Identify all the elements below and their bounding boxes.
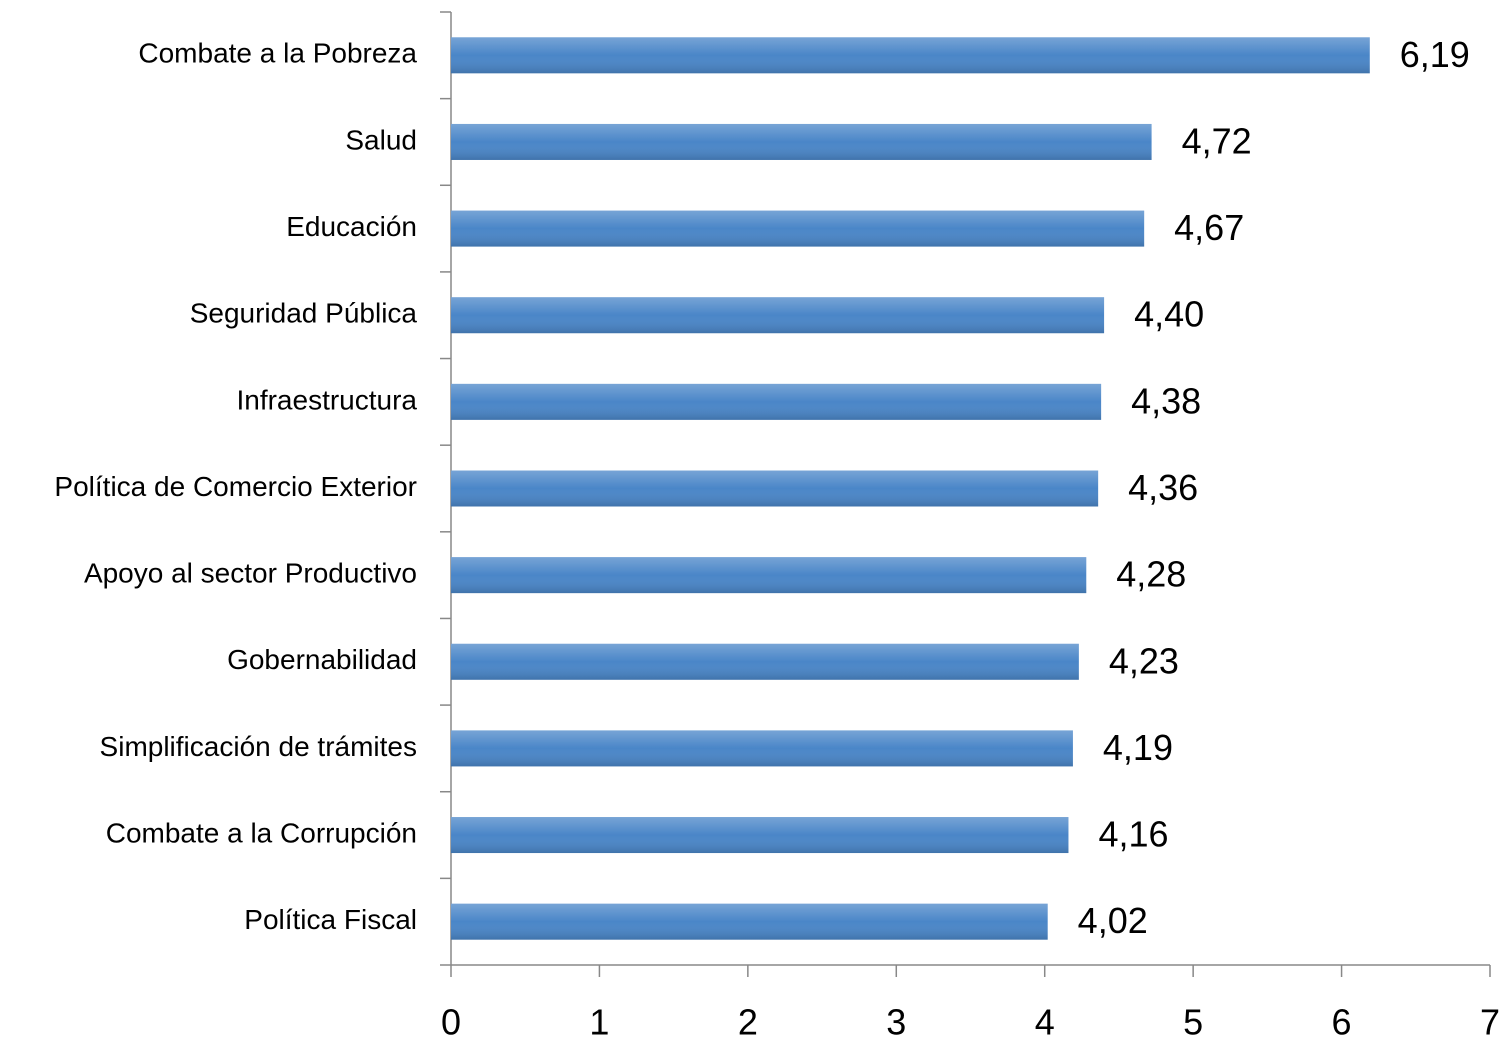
category-label: Educación (286, 211, 417, 242)
value-label: 4,28 (1116, 554, 1186, 595)
x-tick-label: 1 (589, 1002, 609, 1041)
bar-shade (451, 643, 1079, 680)
x-tick-label: 0 (441, 1002, 461, 1041)
category-label: Simplificación de trámites (100, 731, 417, 762)
value-label: 4,16 (1098, 814, 1168, 855)
value-label: 4,19 (1103, 727, 1173, 768)
bar-shade (451, 123, 1152, 160)
value-label: 4,38 (1131, 380, 1201, 421)
category-label: Apoyo al sector Productivo (84, 558, 417, 589)
bar-shade (451, 297, 1105, 334)
value-label: 6,19 (1400, 34, 1470, 75)
x-tick-label: 5 (1183, 1002, 1203, 1041)
bar-shade (451, 37, 1370, 74)
x-tick-label: 2 (738, 1002, 758, 1041)
value-label: 4,02 (1078, 900, 1148, 941)
value-label: 4,23 (1109, 640, 1179, 681)
bar-shade (451, 817, 1069, 854)
x-tick-label: 6 (1332, 1002, 1352, 1041)
value-label: 4,72 (1182, 120, 1252, 161)
category-label: Política de Comercio Exterior (54, 471, 417, 502)
bar-shade (451, 470, 1099, 507)
value-label: 4,40 (1134, 294, 1204, 335)
category-label: Salud (345, 124, 417, 155)
bar-shade (451, 557, 1087, 594)
value-label: 4,67 (1174, 207, 1244, 248)
x-tick-label: 4 (1035, 1002, 1055, 1041)
bar-shade (451, 730, 1073, 767)
category-label: Gobernabilidad (227, 644, 417, 675)
value-label: 4,36 (1128, 467, 1198, 508)
category-label: Combate a la Corrupción (106, 817, 417, 848)
x-tick-label: 3 (886, 1002, 906, 1041)
bar-shade (451, 383, 1102, 420)
category-label: Seguridad Pública (190, 298, 418, 329)
category-label: Política Fiscal (244, 904, 417, 935)
x-tick-label: 7 (1480, 1002, 1500, 1041)
category-label: Infraestructura (236, 384, 417, 415)
bar-shade (451, 210, 1145, 247)
category-label: Combate a la Pobreza (138, 38, 417, 69)
bar-shade (451, 903, 1048, 940)
